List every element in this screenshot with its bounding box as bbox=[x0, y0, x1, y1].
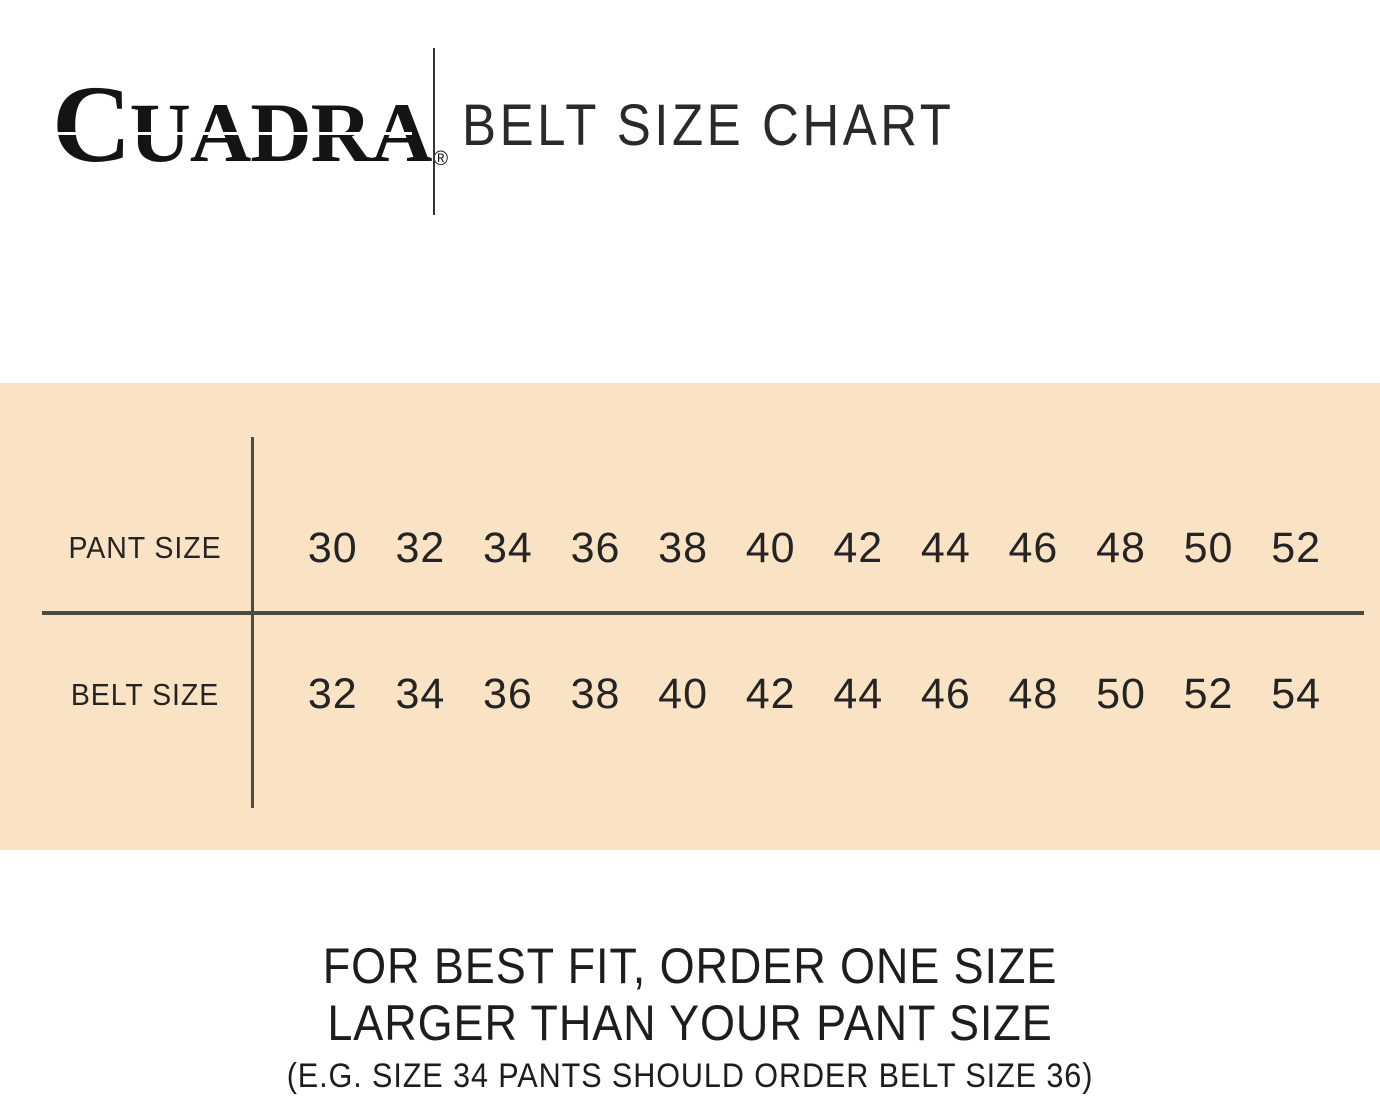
pant-size-value: 30 bbox=[307, 524, 358, 572]
fit-note-line-2: LARGER THAN YOUR PANT SIZE bbox=[327, 995, 1053, 1051]
belt-size-value: 48 bbox=[1008, 670, 1059, 718]
belt-size-value: 36 bbox=[483, 670, 533, 718]
pant-size-value: 48 bbox=[1096, 524, 1146, 572]
belt-size-value: 44 bbox=[833, 670, 884, 718]
pant-size-value: 44 bbox=[920, 524, 971, 572]
pant-size-value: 46 bbox=[1008, 524, 1059, 572]
belt-size-values-row: 32 34 36 38 40 42 44 46 48 50 52 54 bbox=[289, 668, 1340, 720]
fit-note-line-3: (E.G. SIZE 34 PANTS SHOULD ORDER BELT SI… bbox=[286, 1057, 1094, 1095]
pant-size-row-label: PANT SIZE bbox=[68, 530, 222, 565]
fit-note: FOR BEST FIT, ORDER ONE SIZE LARGER THAN… bbox=[0, 938, 1380, 1096]
belt-size-value: 42 bbox=[745, 670, 796, 718]
belt-size-value: 38 bbox=[570, 670, 621, 718]
belt-size-value: 52 bbox=[1183, 670, 1234, 718]
registered-trademark-icon: ® bbox=[433, 148, 449, 170]
pant-size-value: 38 bbox=[658, 524, 709, 572]
pant-size-value: 32 bbox=[395, 524, 446, 572]
pant-size-value: 50 bbox=[1183, 524, 1234, 572]
belt-size-value: 40 bbox=[658, 670, 709, 718]
pant-size-values-row: 30 32 34 36 38 40 42 44 46 48 50 52 bbox=[289, 522, 1340, 574]
belt-size-row-label: BELT SIZE bbox=[70, 677, 220, 712]
belt-size-value: 46 bbox=[920, 670, 971, 718]
belt-size-value: 54 bbox=[1271, 670, 1322, 718]
pant-size-value: 52 bbox=[1271, 524, 1322, 572]
logo-initial-letter: C bbox=[52, 63, 131, 185]
header-divider-line bbox=[433, 48, 435, 215]
belt-size-value: 50 bbox=[1096, 670, 1146, 718]
page-title: BELT SIZE CHART bbox=[462, 93, 955, 158]
table-horizontal-rule bbox=[42, 611, 1364, 615]
logo-inline-slit bbox=[50, 132, 412, 135]
belt-size-value: 32 bbox=[307, 670, 358, 718]
pant-size-value: 36 bbox=[570, 524, 621, 572]
belt-size-value: 34 bbox=[395, 670, 446, 718]
pant-size-value: 42 bbox=[833, 524, 884, 572]
pant-size-value: 40 bbox=[745, 524, 796, 572]
cuadra-logo: C UADRA ® bbox=[50, 63, 449, 185]
size-chart-band bbox=[0, 383, 1380, 850]
table-vertical-rule bbox=[251, 437, 254, 808]
pant-size-value: 34 bbox=[483, 524, 533, 572]
fit-note-line-1: FOR BEST FIT, ORDER ONE SIZE bbox=[322, 938, 1058, 994]
